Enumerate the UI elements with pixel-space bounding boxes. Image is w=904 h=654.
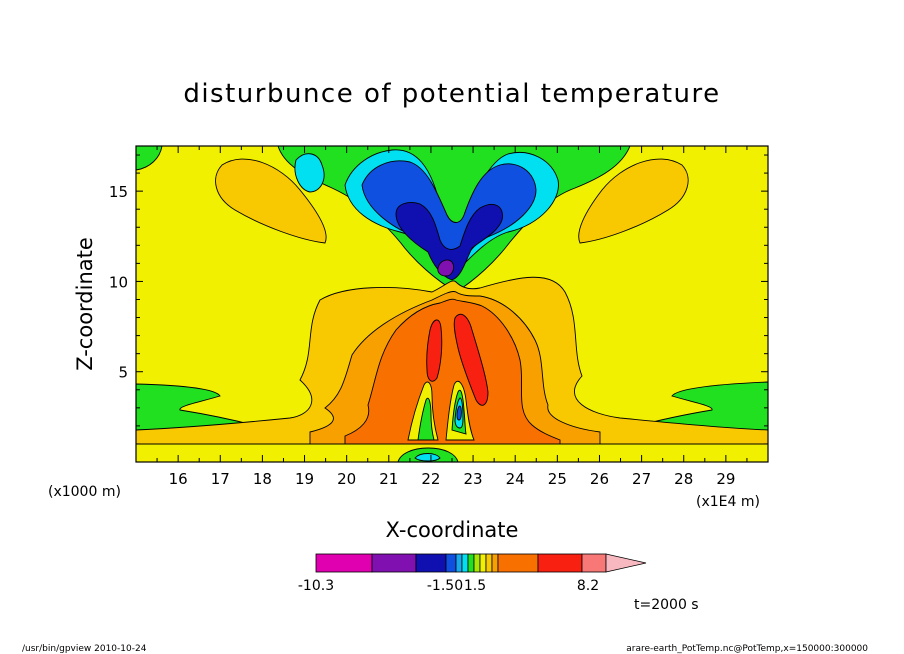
colorbar-label-neg: -1.50 bbox=[427, 578, 463, 594]
x-axis-title: X-coordinate bbox=[386, 518, 519, 542]
contour-orange-upper-right bbox=[578, 158, 689, 244]
colorbar-swatch bbox=[315, 553, 373, 573]
x-tick-label: 26 bbox=[590, 470, 609, 488]
contour-red-left bbox=[426, 319, 443, 382]
x-tick-label: 28 bbox=[674, 470, 693, 488]
y-axis-title: Z-coordinate bbox=[73, 237, 97, 371]
y-ticks: 5 10 15 bbox=[109, 154, 768, 445]
footer-right: arare-earth_PotTemp.nc@PotTemp,x=150000:… bbox=[626, 644, 868, 654]
colorbar-label-pos: 1.5 bbox=[464, 578, 486, 594]
x-tick-label: 22 bbox=[421, 470, 440, 488]
colorbar-labels: -10.3 -1.50 1.5 8.2 bbox=[298, 578, 599, 594]
x-tick-label: 17 bbox=[211, 470, 230, 488]
colorbar-swatch bbox=[491, 553, 499, 573]
x-tick-label: 23 bbox=[464, 470, 483, 488]
x-tick-label: 29 bbox=[716, 470, 735, 488]
x-tick-label: 24 bbox=[506, 470, 525, 488]
contour-surface-cyan bbox=[414, 453, 441, 462]
colorbar-label-max: 8.2 bbox=[577, 578, 599, 594]
x-ticks: 16 17 18 19 20 21 22 23 24 25 26 27 28 29 bbox=[156, 146, 748, 488]
colorbar-swatch bbox=[473, 553, 481, 573]
colorbar-arrow bbox=[605, 553, 647, 573]
y-tick-label: 10 bbox=[109, 273, 128, 291]
colorbar-swatch bbox=[455, 553, 463, 573]
x-tick-label: 21 bbox=[379, 470, 398, 488]
x-tick-label: 27 bbox=[632, 470, 651, 488]
x-unit-label: (x1E4 m) bbox=[696, 494, 760, 510]
y-tick-label: 15 bbox=[109, 183, 128, 201]
colorbar-swatch bbox=[461, 553, 469, 573]
colorbar-swatch bbox=[445, 553, 457, 573]
colorbar-label-min: -10.3 bbox=[298, 578, 334, 594]
x-tick-label: 16 bbox=[169, 470, 188, 488]
contour-orange-upper-left bbox=[215, 158, 327, 244]
x-tick-label: 19 bbox=[295, 470, 314, 488]
contour-dark-orange bbox=[344, 298, 561, 445]
colorbar-swatch bbox=[415, 553, 447, 573]
colorbar-swatch bbox=[497, 553, 539, 573]
colorbar-swatch bbox=[479, 553, 487, 573]
colorbar-swatch bbox=[485, 553, 493, 573]
time-label: t=2000 s bbox=[634, 597, 699, 613]
colorbar-swatch bbox=[467, 553, 475, 573]
y-unit-label: (x1000 m) bbox=[48, 484, 121, 500]
colorbar-swatch bbox=[581, 553, 607, 573]
contour-green-lower-right bbox=[629, 381, 768, 431]
y-tick-label: 5 bbox=[118, 364, 128, 382]
colorbar-swatch bbox=[537, 553, 583, 573]
contour-purple-core bbox=[437, 259, 455, 277]
contour-dark-blue bbox=[395, 202, 503, 281]
x-tick-label: 18 bbox=[253, 470, 272, 488]
colorbar-swatch bbox=[371, 553, 417, 573]
x-tick-label: 20 bbox=[337, 470, 356, 488]
chart-title: disturbunce of potential temperature bbox=[183, 79, 720, 109]
colorbar bbox=[315, 553, 647, 573]
contour-field bbox=[136, 146, 768, 462]
contour-green-lower-left bbox=[136, 383, 266, 431]
contour-core-green bbox=[417, 389, 467, 441]
footer-left: /usr/bin/gpview 2010-10-24 bbox=[22, 644, 147, 654]
x-tick-label: 25 bbox=[548, 470, 567, 488]
contour-core-blue bbox=[456, 405, 462, 421]
contour-red-right bbox=[453, 313, 489, 406]
contour-surface-layer bbox=[136, 444, 768, 462]
